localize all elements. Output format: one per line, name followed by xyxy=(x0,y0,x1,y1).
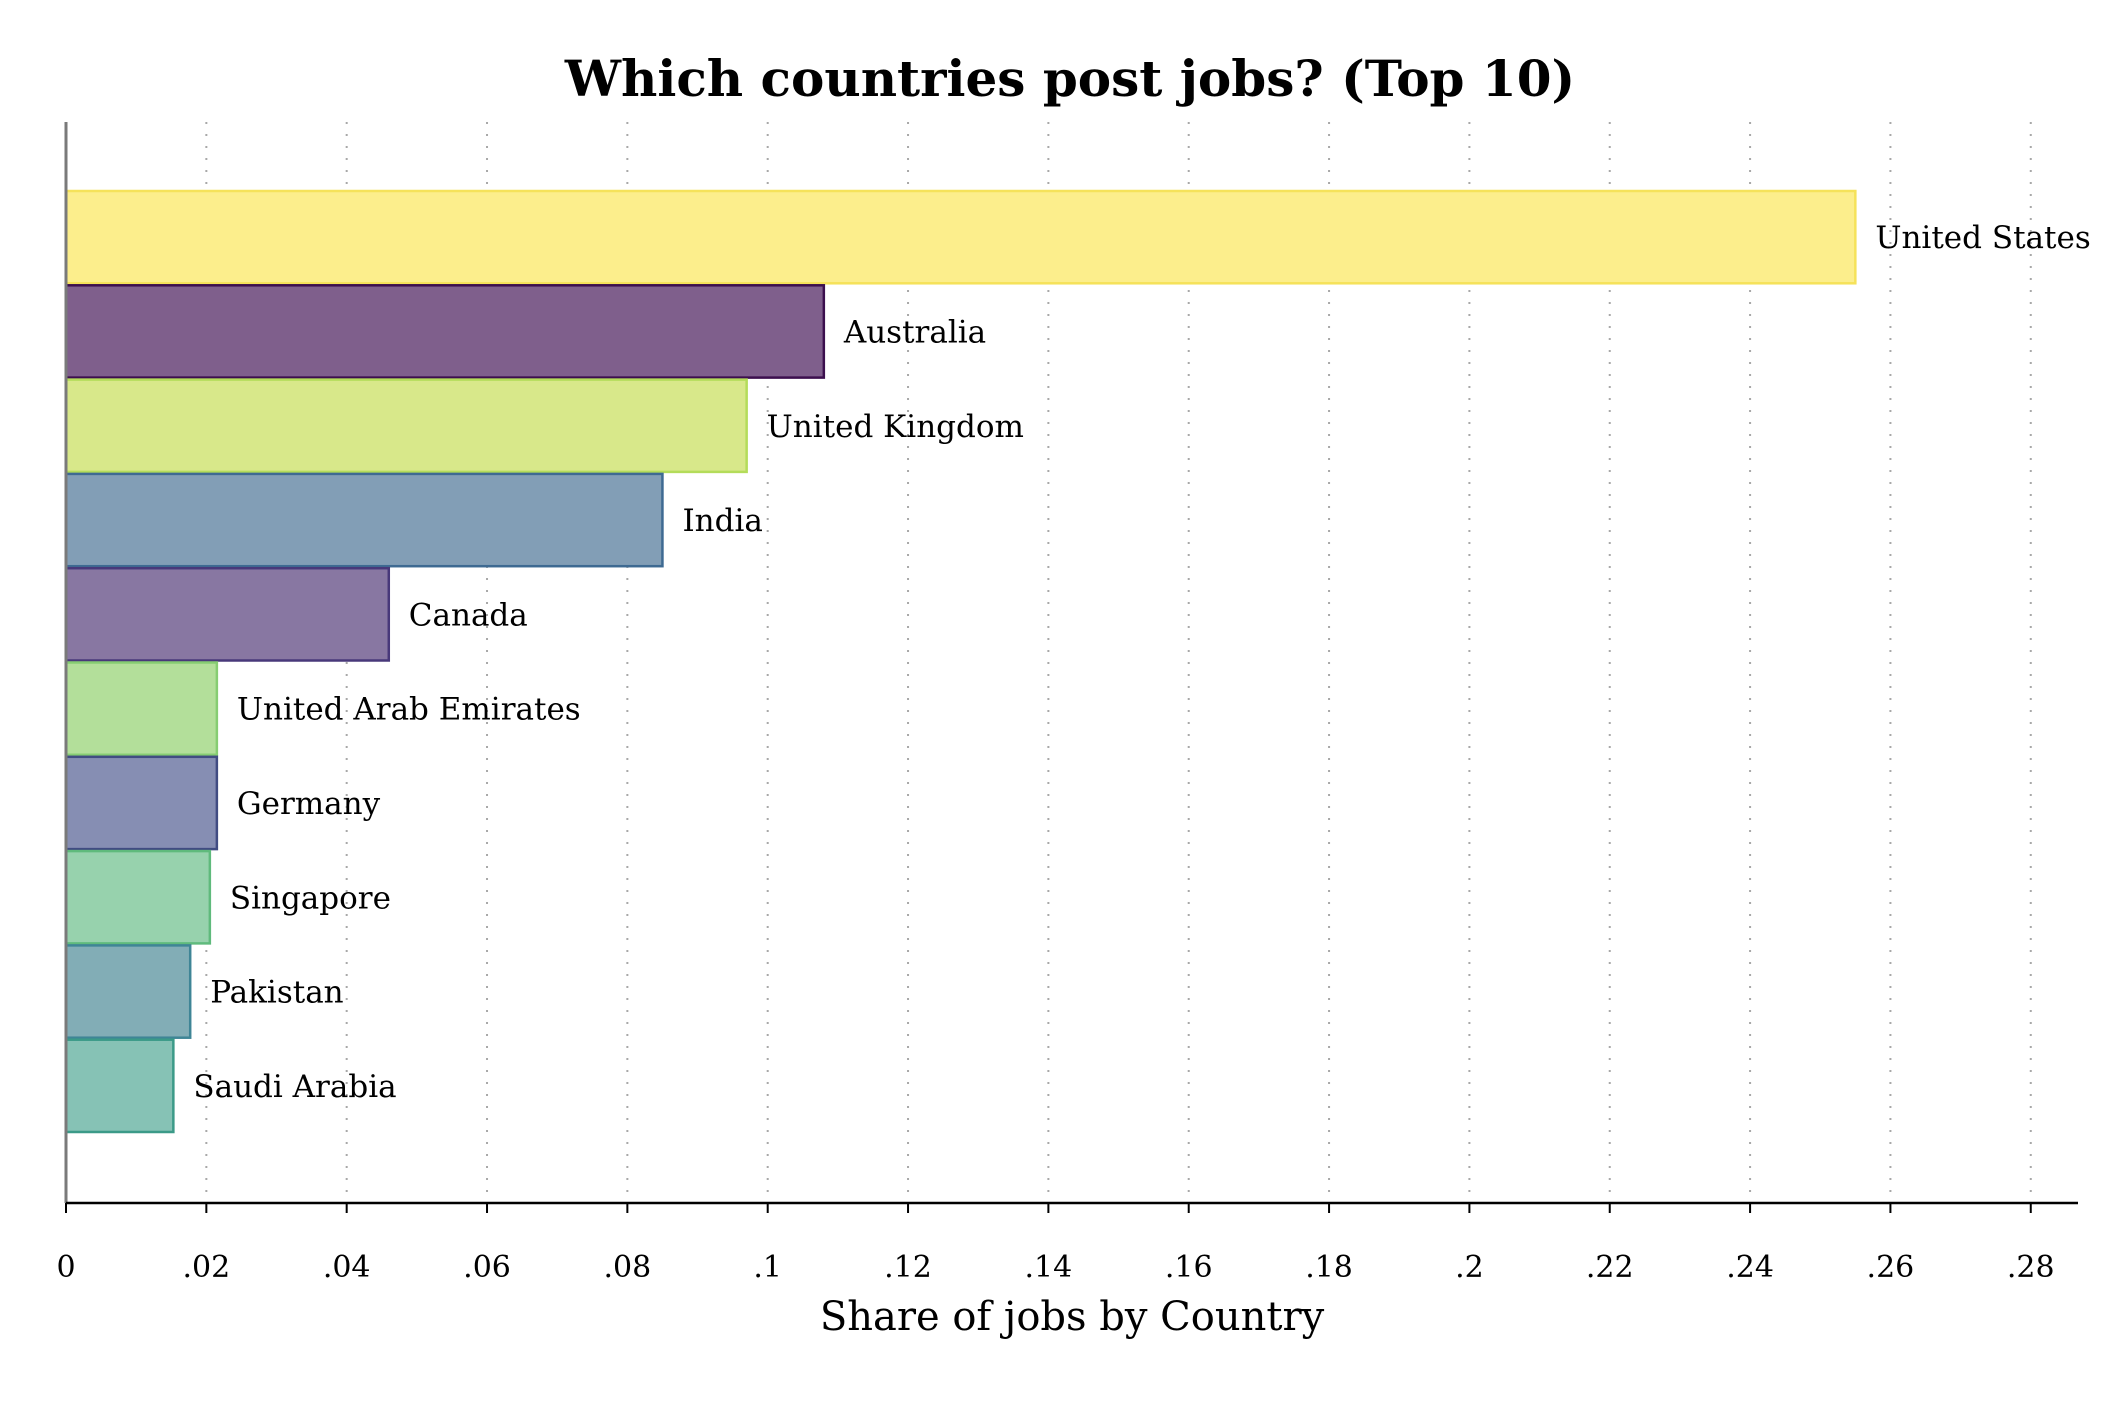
bar xyxy=(64,661,219,757)
chart-title: Which countries post jobs? (Top 10) xyxy=(564,49,1575,108)
x-tick-label: .28 xyxy=(2007,1250,2055,1285)
x-tick-label: .1 xyxy=(753,1250,782,1285)
x-tick-label: .24 xyxy=(1726,1250,1774,1285)
bar-label: Canada xyxy=(409,597,528,633)
x-tick-label: .22 xyxy=(1586,1250,1634,1285)
x-tick-label: .04 xyxy=(323,1250,371,1285)
bar xyxy=(64,944,192,1039)
bar xyxy=(64,755,219,851)
x-tick-label: .18 xyxy=(1305,1250,1353,1285)
bar-label: Germany xyxy=(237,786,381,822)
bar-labels: United States Australia United Kingdom Indi… xyxy=(193,220,2090,1105)
x-tick-label: .2 xyxy=(1455,1250,1484,1285)
bar-label: India xyxy=(682,503,762,539)
bar-label: Saudi Arabia xyxy=(193,1069,396,1105)
x-tick-label: .02 xyxy=(182,1250,230,1285)
bar xyxy=(64,189,1857,285)
bar xyxy=(64,284,826,379)
bar-label: Pakistan xyxy=(210,975,343,1011)
x-axis-ticks: 0 .02 .04 .06 .08 .1 .12 .14 .16 .18 .2 .22 .24 .26 .2… xyxy=(56,1203,2055,1285)
bar-label: Singapore xyxy=(230,880,391,916)
bar xyxy=(64,1038,175,1134)
bar xyxy=(64,566,391,662)
bar xyxy=(64,378,748,474)
x-tick-label: .06 xyxy=(463,1250,511,1285)
bar-label: Australia xyxy=(843,314,986,350)
x-axis-label: Share of jobs by Country xyxy=(820,1294,1325,1340)
x-tick-label: .08 xyxy=(604,1250,652,1285)
bar-label: United Arab Emirates xyxy=(237,692,581,728)
x-tick-label: .14 xyxy=(1025,1250,1073,1285)
x-tick-label: .16 xyxy=(1165,1250,1213,1285)
x-tick-label: .12 xyxy=(884,1250,932,1285)
bars xyxy=(64,189,1857,1134)
x-tick-label: 0 xyxy=(56,1250,75,1285)
x-tick-label: .26 xyxy=(1867,1250,1915,1285)
bar xyxy=(64,849,212,945)
grid-lines xyxy=(205,122,2032,1203)
bar-label: United Kingdom xyxy=(767,409,1024,445)
bar xyxy=(64,472,664,568)
bar-label: United States xyxy=(1875,220,2090,256)
